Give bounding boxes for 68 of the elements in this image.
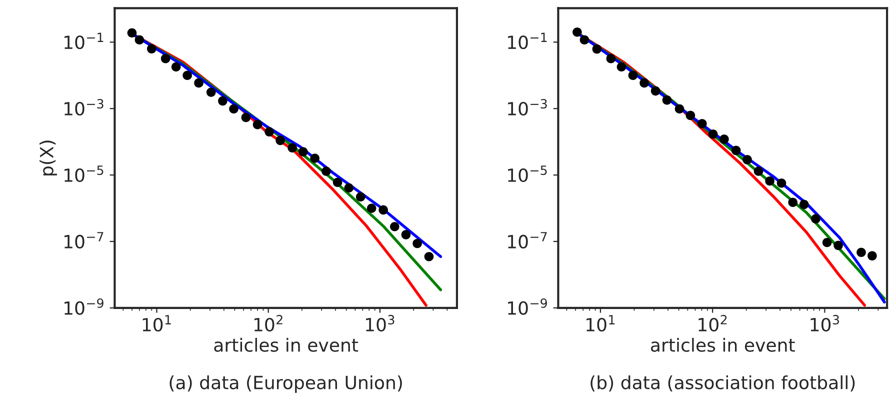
- y-tick-label: 10$^{−1}$: [508, 32, 547, 50]
- text: (b) data (association football): [590, 375, 855, 392]
- x-tick-label: 10$^{3}$: [810, 314, 839, 332]
- point: [754, 166, 764, 176]
- point: [182, 70, 192, 80]
- y-tick-label: 10$^{−7}$: [508, 232, 547, 248]
- point: [650, 86, 660, 96]
- point: [811, 214, 820, 224]
- point: [674, 104, 684, 114]
- point: [424, 252, 434, 262]
- y-tick-label: 10$^{−9}$: [508, 298, 547, 315]
- point: [366, 204, 376, 213]
- point: [720, 134, 729, 144]
- point: [264, 127, 274, 136]
- y-tick-label: 10$^{−5}$: [64, 166, 104, 182]
- point: [412, 238, 422, 248]
- point: [742, 154, 752, 164]
- point: [686, 110, 696, 120]
- point: [628, 70, 638, 80]
- x-tick-label: 10$^{2}$: [698, 314, 727, 332]
- x-axis-title: articles in event: [214, 338, 358, 352]
- point: [390, 222, 400, 232]
- point: [788, 198, 798, 208]
- point: [822, 238, 832, 248]
- point: [765, 176, 774, 186]
- x-tick-label: 10$^{1}$: [586, 315, 615, 332]
- point: [572, 27, 582, 37]
- point: [310, 154, 320, 163]
- x-tick-label: 10$^{2}$: [254, 314, 282, 332]
- point: [127, 28, 137, 38]
- point: [697, 119, 707, 128]
- point: [606, 54, 616, 64]
- point: [322, 166, 331, 176]
- point: [229, 104, 238, 114]
- x-tick-label: 10$^{3}$: [366, 314, 394, 332]
- point: [276, 136, 285, 146]
- y-tick-label: 10$^{−1}$: [64, 32, 104, 50]
- point: [218, 96, 228, 106]
- point: [288, 143, 297, 152]
- y-tick-label: 10$^{−3}$: [508, 99, 547, 116]
- point: [298, 147, 308, 156]
- x-tick-label: 10$^{1}$: [142, 315, 171, 332]
- point: [356, 192, 366, 202]
- point: [834, 240, 843, 250]
- point: [160, 54, 170, 64]
- point: [171, 62, 181, 72]
- point: [401, 230, 411, 240]
- point: [640, 78, 649, 88]
- point: [731, 146, 741, 156]
- y-tick-label: 10$^{−3}$: [64, 99, 104, 116]
- point: [708, 129, 718, 139]
- point: [241, 112, 251, 122]
- y-tick-label: 10$^{−7}$: [64, 232, 104, 248]
- point: [252, 120, 262, 130]
- text: (a) data (European Union): [170, 375, 402, 393]
- point: [344, 183, 354, 193]
- y-axis-title: p(X): [40, 140, 57, 176]
- point: [332, 178, 342, 188]
- y-tick-label: 10$^{−9}$: [64, 298, 104, 315]
- y-tick-label: 10$^{−5}$: [508, 166, 547, 182]
- point: [799, 200, 809, 210]
- point: [206, 88, 216, 97]
- point: [194, 78, 204, 88]
- point: [776, 178, 786, 188]
- point: [662, 95, 672, 105]
- point: [616, 62, 626, 72]
- point: [378, 205, 388, 215]
- x-axis-title: articles in event: [651, 338, 795, 352]
